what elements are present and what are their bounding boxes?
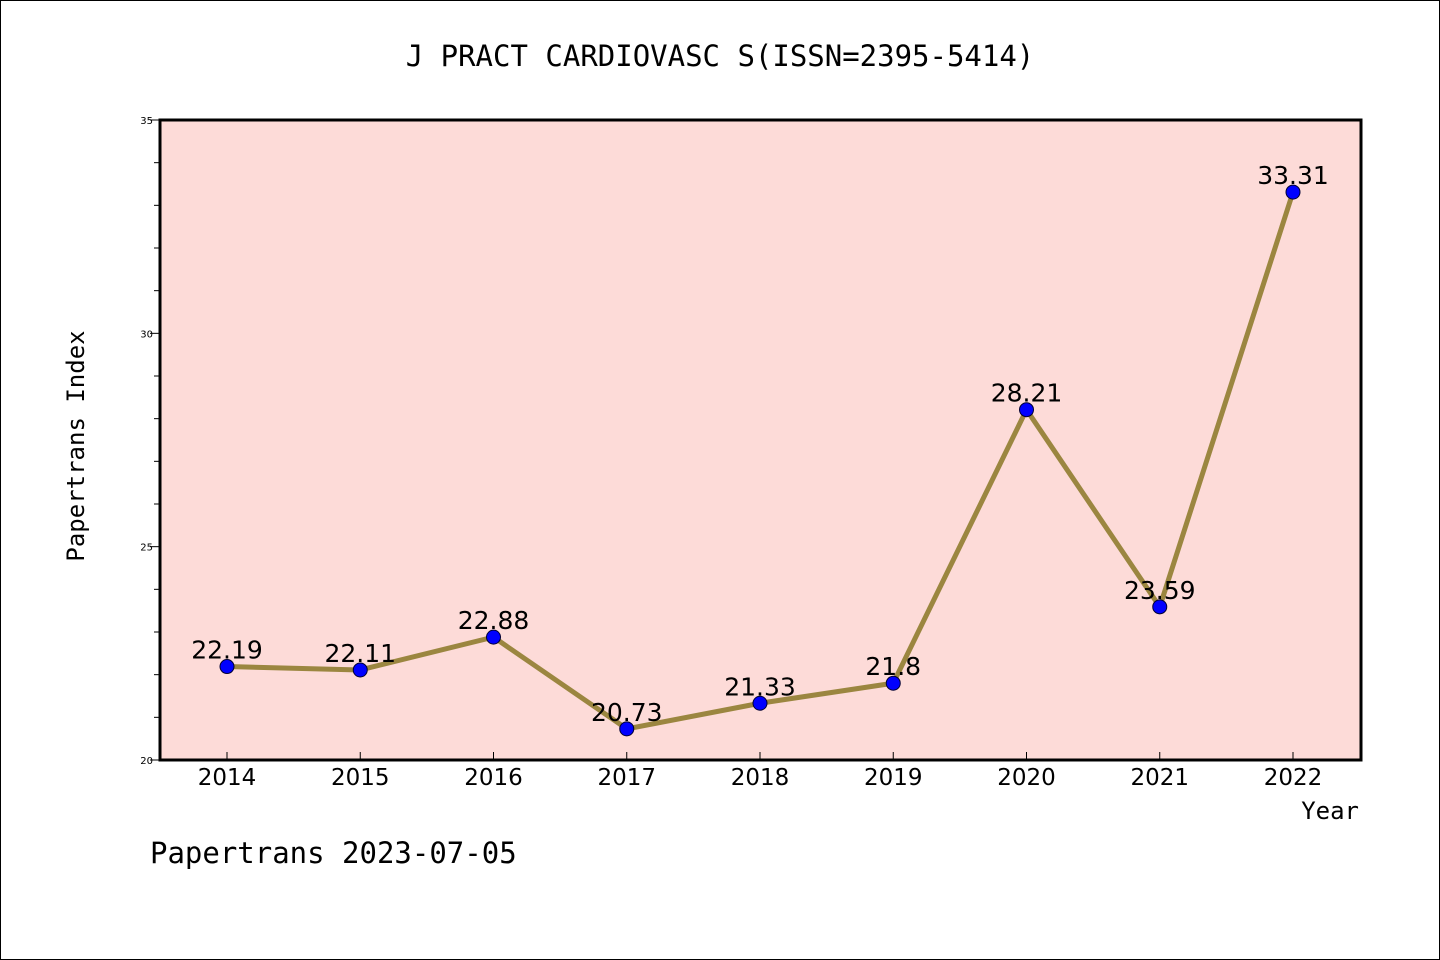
data-point (352, 662, 368, 678)
data-label: 22.19 (191, 636, 263, 665)
y-axis-label: Papertrans Index (62, 330, 90, 561)
data-label: 23.59 (1124, 576, 1196, 605)
data-label: 20.73 (591, 698, 663, 727)
plot-area (158, 118, 1363, 762)
x-tick-label: 2018 (731, 765, 790, 791)
data-point (486, 629, 501, 645)
data-point (219, 659, 235, 675)
x-tick-label: 2021 (1130, 765, 1189, 791)
x-tick-label: 2015 (331, 765, 390, 791)
data-markers (219, 184, 1301, 737)
x-tick-label: 2016 (464, 765, 523, 791)
data-point (1152, 599, 1168, 615)
data-labels: 22.19 22.11 22.88 20.73 21.33 21.8 28.21 23.59 3… (191, 161, 1329, 727)
x-tick-label: 2020 (997, 765, 1056, 791)
y-tick-label: 35 (140, 116, 153, 127)
y-axis: 20 25 30 35 (140, 116, 160, 767)
chart-title: J PRACT CARDIOVASC S(ISSN=2395-5414) (406, 39, 1035, 73)
x-tick-label: 2017 (597, 765, 656, 791)
x-tick-label: 2019 (864, 765, 923, 791)
x-axis-label: Year (1301, 797, 1359, 825)
y-tick-label: 25 (140, 543, 153, 554)
data-label: 22.11 (324, 639, 396, 668)
data-label: 22.88 (458, 606, 530, 635)
y-tick-label: 20 (140, 756, 153, 767)
data-label: 33.31 (1257, 161, 1329, 190)
footer-date: Papertrans 2023-07-05 (150, 836, 517, 870)
x-tick-label: 2022 (1264, 765, 1323, 791)
data-label: 21.8 (865, 652, 921, 681)
x-axis: 2014 2015 2016 2017 2018 2019 2020 2021 2022 (198, 752, 1323, 791)
y-tick-label: 30 (140, 329, 153, 340)
data-point (885, 675, 901, 691)
data-point (1019, 402, 1034, 418)
data-label: 21.33 (724, 672, 796, 701)
data-label: 28.21 (991, 379, 1063, 408)
data-point (1285, 184, 1301, 200)
data-point (752, 695, 768, 711)
x-tick-label: 2014 (198, 765, 257, 791)
data-point (619, 721, 635, 737)
